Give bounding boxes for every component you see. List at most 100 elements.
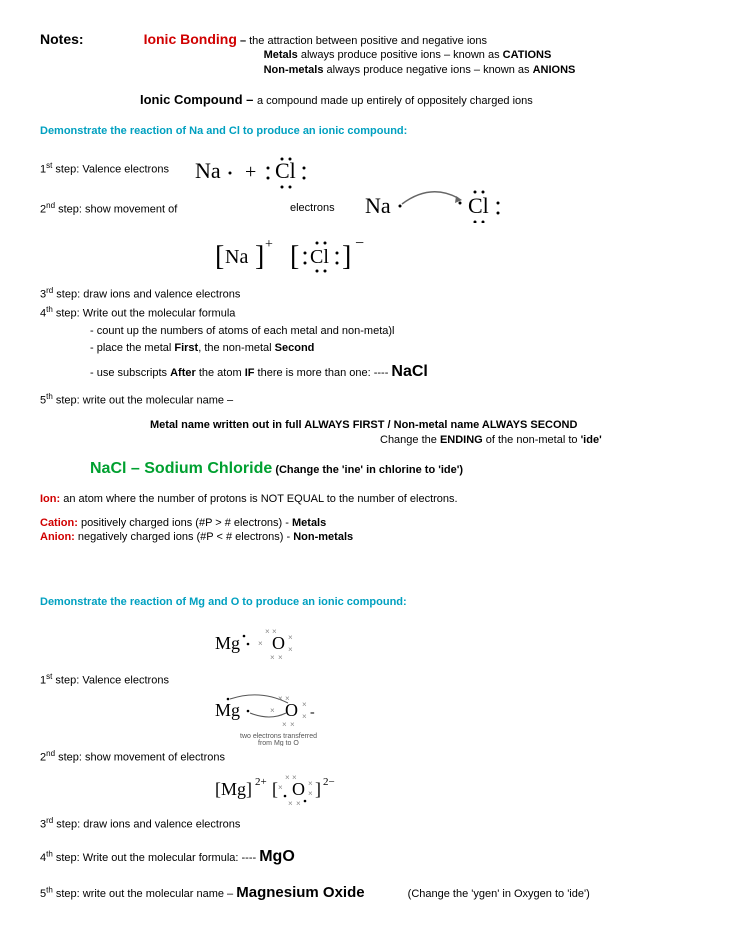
svg-text:]: ] — [342, 241, 351, 272]
ionic-bonding-title: Ionic Bonding — [144, 31, 237, 47]
svg-text:Cl: Cl — [310, 246, 329, 268]
d2-step1-text: step: Valence electrons — [52, 675, 169, 687]
cations-label: CATIONS — [503, 49, 552, 61]
svg-text:×: × — [265, 627, 270, 636]
d2-step5-text: step: write out the molecular name – — [53, 888, 236, 900]
notes-label: Notes: — [40, 30, 84, 48]
step4-text: step: Write out the molecular formula — [53, 308, 236, 320]
svg-text:[Mg]: [Mg] — [215, 779, 252, 799]
nonmetals-label: Non-metals — [264, 64, 324, 76]
svg-text:×: × — [278, 653, 283, 662]
anion-end: Non-metals — [293, 531, 353, 543]
step1-text: step: Valence electrons — [52, 164, 169, 176]
svg-text:O: O — [285, 700, 298, 720]
d2-step2-sup: nd — [46, 749, 55, 758]
cation-end: Metals — [292, 517, 326, 529]
svg-text:]: ] — [255, 241, 264, 272]
lewis-mgo-3: [Mg] 2+ [ × × × O × × × × ] 2− — [210, 768, 400, 810]
d2-step4-sup: th — [46, 849, 53, 858]
lewis-nacl-1: Na + Cl — [190, 153, 350, 193]
svg-text:]: ] — [315, 779, 321, 799]
svg-text:from Mg to O: from Mg to O — [258, 740, 299, 746]
anion-label: Anion: — [40, 531, 75, 543]
svg-text:Na: Na — [195, 158, 221, 183]
mgo-result: Magnesium Oxide — [236, 884, 364, 901]
anions-label: ANIONS — [533, 64, 576, 76]
cation-def: positively charged ions (#P > # electron… — [78, 517, 292, 529]
rule1: Metal name written out in full ALWAYS FI… — [150, 418, 695, 432]
step4c5: there is more than one: ---- — [254, 367, 391, 379]
lewis-mgo-1: Mg × × × O × × × × — [210, 624, 340, 664]
svg-text:Mg: Mg — [215, 633, 240, 653]
step5-sup: th — [46, 392, 53, 401]
svg-text:Na: Na — [225, 246, 248, 268]
rule2b: ENDING — [440, 434, 483, 446]
svg-text:×: × — [288, 799, 293, 808]
step4c4: IF — [245, 367, 255, 379]
svg-text:+: + — [245, 161, 256, 183]
svg-text:×: × — [282, 720, 287, 729]
step3-text: step: draw ions and valence electrons — [53, 289, 240, 301]
svg-text:×: × — [296, 799, 301, 808]
step2-after: electrons — [290, 201, 335, 215]
d2-step2-text: step: show movement of electrons — [55, 752, 225, 764]
nacl-result: NaCl – Sodium Chloride — [90, 460, 272, 477]
ion-def: an atom where the number of protons is N… — [60, 493, 457, 505]
svg-text:×: × — [302, 712, 307, 721]
lewis-nacl-3: [ Na ] + [ Cl ] − — [210, 233, 410, 283]
anion-def: negatively charged ions (#P < # electron… — [75, 531, 293, 543]
step2-text: step: show movement of — [55, 204, 177, 216]
svg-text:×: × — [258, 639, 263, 648]
svg-text:×: × — [285, 773, 290, 782]
svg-text:O: O — [292, 779, 305, 799]
svg-text:2−: 2− — [323, 776, 335, 788]
svg-text:Na: Na — [365, 193, 391, 218]
svg-text:O: O — [272, 633, 285, 653]
step4b2: First — [174, 342, 198, 354]
ionic-compound-def: a compound made up entirely of oppositel… — [257, 95, 533, 107]
step4b4: Second — [275, 342, 315, 354]
svg-text:×: × — [290, 720, 295, 729]
svg-text:[: [ — [215, 241, 224, 272]
svg-text:2+: 2+ — [255, 776, 267, 788]
metals-rest: always produce positive ions – known as — [298, 49, 503, 61]
lewis-nacl-2: Na Cl — [360, 178, 540, 223]
step4b3: , the non-metal — [198, 342, 274, 354]
ionic-compound-label: Ionic Compound – — [140, 92, 257, 107]
step5-text: step: write out the molecular name – — [53, 395, 233, 407]
svg-text:[: [ — [290, 241, 299, 272]
step4a: - count up the numbers of atoms of each … — [90, 324, 695, 338]
demo2-heading: Demonstrate the reaction of Mg and O to … — [40, 595, 695, 609]
svg-text:+: + — [265, 237, 273, 252]
metals-label: Metals — [264, 49, 298, 61]
ion-label: Ion: — [40, 493, 60, 505]
step4c2: After — [170, 367, 196, 379]
svg-text:×: × — [278, 783, 283, 792]
step4-sup: th — [46, 305, 53, 314]
svg-text:Cl: Cl — [275, 158, 296, 183]
step4c3: the atom — [196, 367, 245, 379]
svg-text:×: × — [308, 779, 313, 788]
cation-label: Cation: — [40, 517, 78, 529]
d2-step5-sup: th — [46, 885, 53, 894]
lewis-mgo-2: Mg × × × O × × × × - two electrons trans… — [210, 691, 380, 746]
svg-text:×: × — [278, 694, 283, 703]
step4b1: - place the metal — [90, 342, 174, 354]
rule2a: Change the — [380, 434, 440, 446]
mgo-formula: MgO — [259, 848, 295, 865]
step4c1: - use subscripts — [90, 367, 170, 379]
rule2d: 'ide' — [581, 434, 602, 446]
svg-text:×: × — [270, 706, 275, 715]
svg-text:×: × — [270, 653, 275, 662]
mgo-note: (Change the 'ygen' in Oxygen to 'ide') — [408, 888, 590, 900]
svg-text:×: × — [288, 645, 293, 654]
nonmetals-rest: always produce negative ions – known as — [323, 64, 532, 76]
svg-text:−: − — [355, 235, 364, 252]
svg-text:×: × — [288, 633, 293, 642]
svg-text:Mg: Mg — [215, 700, 240, 720]
d2-step3-text: step: draw ions and valence electrons — [53, 818, 240, 830]
nacl-note: (Change the 'ine' in chlorine to 'ide') — [275, 464, 463, 476]
title-dash: – — [237, 35, 249, 47]
demo1-heading: Demonstrate the reaction of Na and Cl to… — [40, 124, 695, 138]
svg-text:×: × — [302, 700, 307, 709]
